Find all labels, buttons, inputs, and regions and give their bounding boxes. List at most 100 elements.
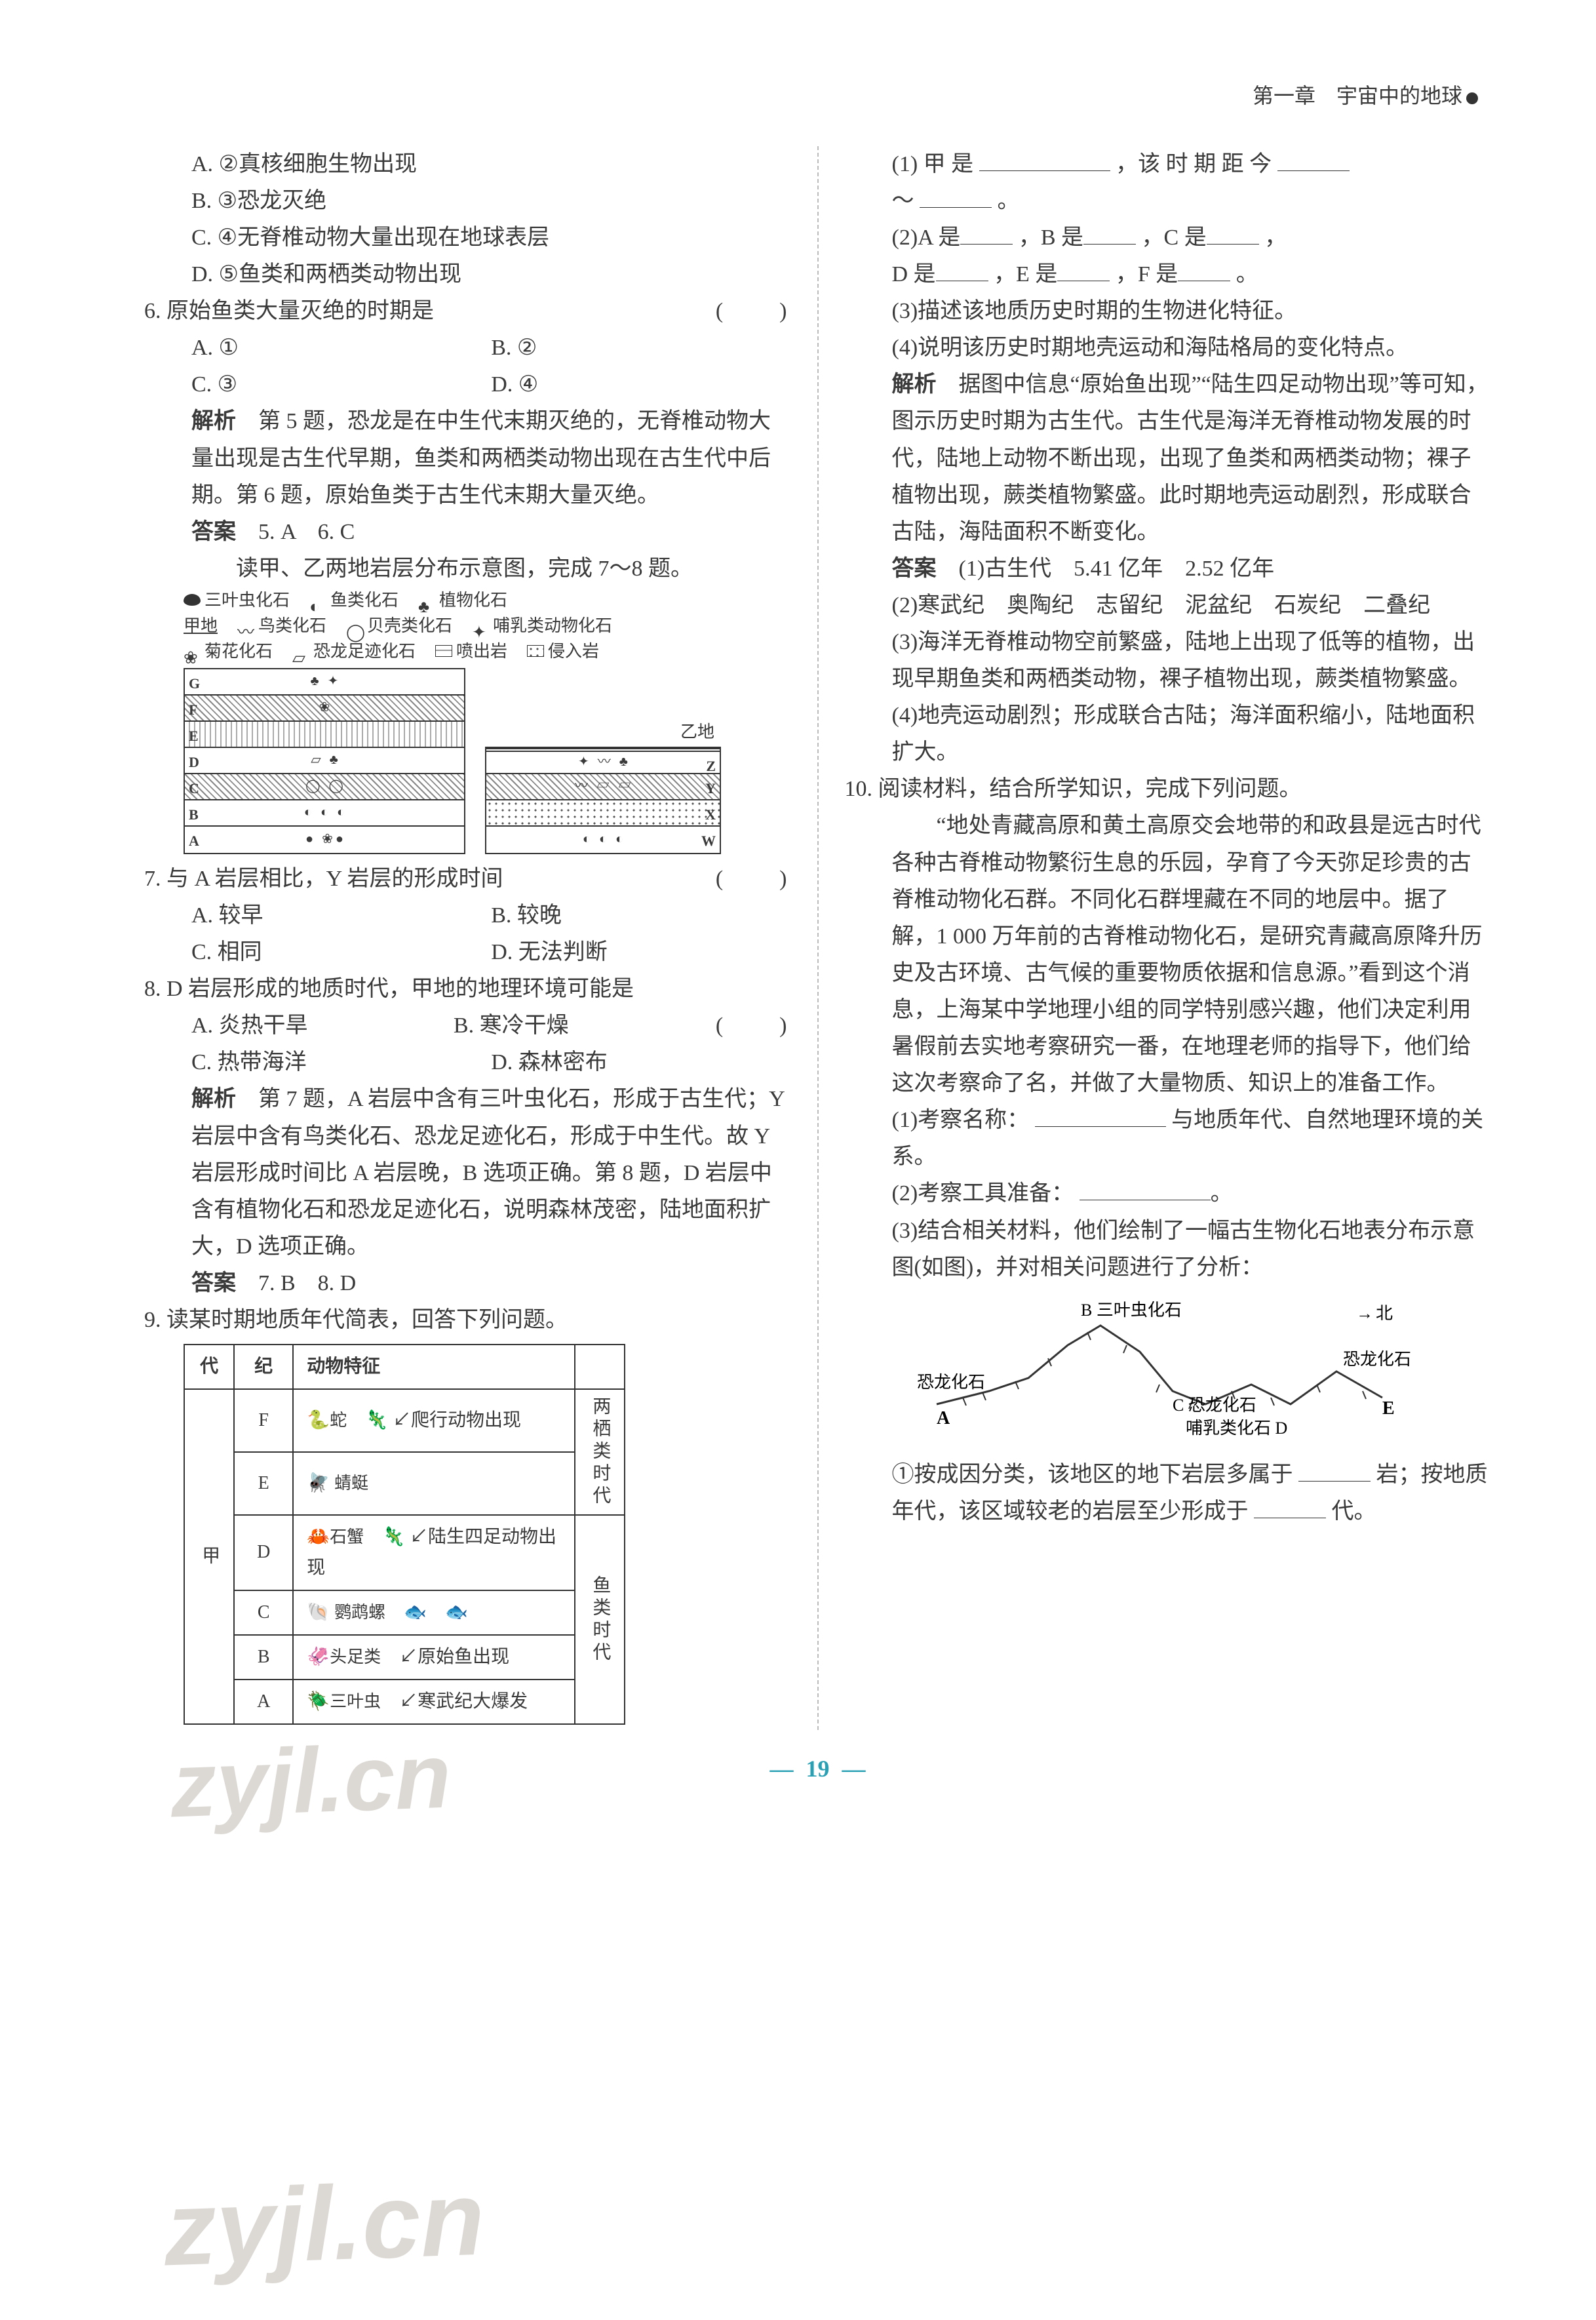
- q6-d: D. ④: [491, 366, 790, 403]
- legend-jia: 甲地: [184, 613, 218, 639]
- jiexi-56-text: 第 5 题，恐龙是在中生代末期灭绝的，无脊椎动物大量出现是古生代早期，鱼类和两栖…: [191, 409, 771, 507]
- jiexi-label: 解析: [892, 372, 937, 397]
- map-label-aleft: 恐龙化石: [917, 1373, 985, 1392]
- q8-stem: 8. D 岩层形成的地质时代，甲地的地理环境可能是: [144, 971, 791, 1008]
- th-ji: 纪: [234, 1345, 293, 1389]
- map-label-c: C 恐龙化石: [1173, 1396, 1256, 1415]
- jiexi-56: 解析 第 5 题，恐龙是在中生代末期灭绝的，无脊椎动物大量出现是古生代早期，鱼类…: [144, 403, 791, 513]
- map-north: →: [1356, 1304, 1373, 1323]
- text: ，E 是: [994, 262, 1057, 286]
- daan-56-text: 5. A 6. C: [236, 520, 355, 544]
- td-ji: A: [234, 1680, 293, 1724]
- q5-option-d: D. ⑤鱼类和两栖类动物出现: [144, 256, 791, 293]
- q6-row2: C. ③ D. ④: [144, 366, 791, 403]
- legend-shell: ◯贝壳类化石: [346, 613, 452, 639]
- daan-label: 答案: [191, 520, 236, 544]
- strata-legend: 三叶虫化石 ◐鱼类化石 ♣植物化石 甲地 〰鸟类化石 ◯贝壳类化石 ✦哺乳类动物…: [144, 587, 791, 664]
- daan-9-4: (4)地壳运动剧烈；形成联合古陆；海洋面积缩小，陆地面积扩大。: [845, 698, 1492, 771]
- jiexi-78-text: 第 7 题，A 岩层中含有三叶虫化石，形成于古生代；Y 岩层中含有鸟类化石、恐龙…: [191, 1087, 784, 1258]
- legend-text: 鱼类化石: [330, 587, 399, 613]
- q6-row1: A. ① B. ②: [144, 330, 791, 366]
- yi-label: 乙地: [485, 718, 721, 747]
- q9-2: (2)A 是 ，B 是 ，C 是 ，: [845, 220, 1492, 256]
- q6-stem-text: 6. 原始鱼类大量灭绝的时期是: [144, 299, 434, 323]
- legend-juhua: ❀菊花化石: [184, 639, 273, 664]
- th-dai: 代: [184, 1345, 234, 1389]
- legend-text: 喷出岩: [456, 639, 507, 664]
- label: 原始鱼出现: [418, 1647, 509, 1667]
- q8-d: D. 森林密布: [491, 1044, 790, 1081]
- layer-label: G: [189, 672, 200, 696]
- blank: [920, 184, 992, 208]
- watermark: zyjl.cn: [161, 2132, 488, 2316]
- text: D 是: [892, 262, 936, 286]
- daan-9-2: (2)寒武纪 奥陶纪 志留纪 泥盆纪 石炭纪 二叠纪: [845, 587, 1492, 624]
- text: ，F 是: [1116, 262, 1178, 286]
- map-e: E: [1382, 1398, 1395, 1419]
- blank: [936, 257, 988, 281]
- layer-fossils: ✦ 〰 ♣: [489, 751, 720, 773]
- blank: [1254, 1493, 1326, 1518]
- map-a: A: [937, 1408, 950, 1428]
- answer-paren: ( ): [716, 861, 791, 897]
- layer-fossils: ◐ ◐ ◐: [489, 829, 720, 850]
- right-column: (1) 甲 是 ，该 时 期 距 今 ～ 。 (2)A 是 ，B 是 ，C 是 …: [819, 146, 1492, 1730]
- td-dai: 甲: [184, 1389, 234, 1724]
- blank: [1277, 146, 1350, 170]
- td-ji: F: [234, 1389, 293, 1452]
- text: 代。: [1332, 1499, 1376, 1524]
- q8-c: C. 热带海洋: [191, 1044, 491, 1081]
- geology-table: 代 纪 动物特征 甲 F 🐍蛇 🦎 ↙爬行动物出现 两栖类时代 E 🪰 蜻蜓 D: [184, 1344, 625, 1725]
- layer-label: Y: [705, 777, 716, 800]
- jiexi-9: 解析 据图中信息“原始鱼出现”“陆生四足动物出现”等可知，图示历史时期为古生代。…: [845, 366, 1492, 550]
- text: ，C 是: [1142, 226, 1207, 250]
- jiexi-label: 解析: [191, 409, 236, 433]
- text: ①按成因分类，该地区的地下岩层多属于: [892, 1463, 1293, 1487]
- label: 爬行动物出现: [411, 1410, 521, 1430]
- legend-intrusive: 侵入岩: [527, 639, 599, 664]
- q10-3: (3)结合相关材料，他们绘制了一幅古生物化石地表分布示意图(如图)，并对相关问题…: [845, 1213, 1492, 1286]
- td-ji: E: [234, 1452, 293, 1515]
- text: 。: [998, 189, 1020, 213]
- blank: [1298, 1457, 1371, 1481]
- jiexi-label: 解析: [191, 1087, 236, 1111]
- q7-row1: A. 较早 B. 较晚: [144, 897, 791, 934]
- dash-icon: —: [770, 1756, 794, 1782]
- td-dw: 🦀石蟹 🦎 ↙陆生四足动物出现: [293, 1515, 575, 1590]
- q7-d: D. 无法判断: [491, 934, 790, 971]
- td-era: 鱼类时代: [575, 1515, 625, 1724]
- layer-label: A: [189, 829, 199, 853]
- layer-fossils: ● ❀●: [187, 829, 464, 850]
- table-row: A 🪲三叶虫 ↙寒武纪大爆发: [184, 1680, 625, 1724]
- daan-56: 答案 5. A 6. C: [144, 514, 791, 551]
- td-dw: 🪰 蜻蜓: [293, 1452, 575, 1515]
- label: 三叶虫: [330, 1692, 381, 1711]
- daan-label: 答案: [892, 557, 937, 581]
- label: 蛇: [330, 1411, 347, 1430]
- th-dw: 动物特征: [293, 1345, 575, 1389]
- layer-label: E: [189, 724, 199, 748]
- q9-4: (4)说明该历史时期地壳运动和海陆格局的变化特点。: [845, 330, 1492, 366]
- th-era: [575, 1345, 625, 1389]
- fig1-intro: 读甲、乙两地岩层分布示意图，完成 7～8 题。: [144, 551, 791, 587]
- two-column-layout: A. ②真核细胞生物出现 B. ③恐龙灭绝 C. ④无脊椎动物大量出现在地球表层…: [144, 146, 1491, 1730]
- legend-text: 贝壳类化石: [367, 613, 452, 639]
- text: ，: [1264, 226, 1287, 250]
- q7-row2: C. 相同 D. 无法判断: [144, 934, 791, 971]
- text: (1)考察名称：: [892, 1108, 1030, 1132]
- td-era: 两栖类时代: [575, 1389, 625, 1515]
- legend-plant: ♣植物化石: [418, 587, 507, 613]
- left-column: A. ②真核细胞生物出现 B. ③恐龙灭绝 C. ④无脊椎动物大量出现在地球表层…: [144, 146, 819, 1730]
- layer-fossils: 〰 ▱ ▱: [489, 776, 720, 797]
- text: (2)A 是: [892, 226, 961, 250]
- label: 鹦鹉螺: [334, 1603, 385, 1622]
- legend-fish: ◐鱼类化石: [309, 587, 399, 613]
- chapter-header: 第一章 宇宙中的地球: [144, 79, 1491, 113]
- legend-text: 菊花化石: [204, 639, 273, 664]
- daan-78: 答案 7. B 8. D: [144, 1265, 791, 1302]
- td-ji: B: [234, 1635, 293, 1680]
- table-row: C 🐚 鹦鹉螺 🐟 🐟: [184, 1590, 625, 1635]
- strata-diagrams: G♣ ✦ F❀ E D▱ ♣ C◯ ◯ B◐ ◐ ◐ A● ❀● 乙地 ✦ 〰 …: [184, 668, 791, 854]
- ridge-line: [937, 1326, 1382, 1404]
- table-row: B 🦑头足类 ↙原始鱼出现: [184, 1635, 625, 1680]
